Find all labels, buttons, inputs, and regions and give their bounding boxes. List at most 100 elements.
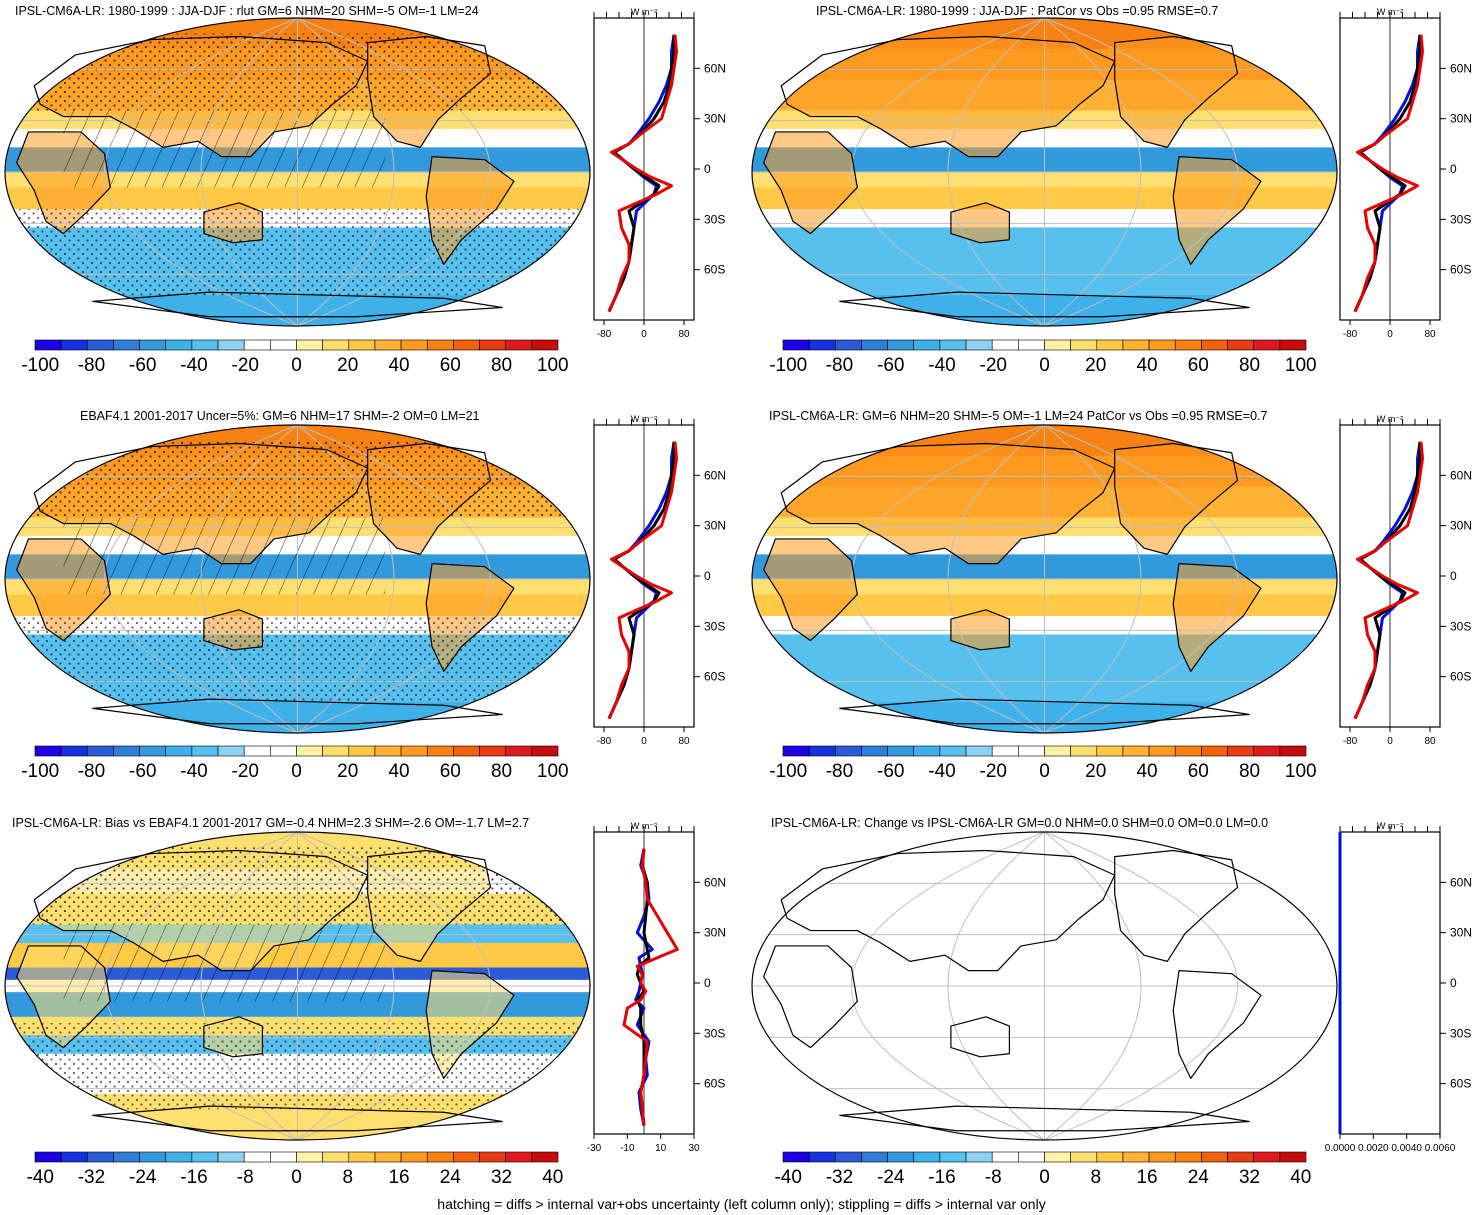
zonal-lat-label: 30N (1450, 519, 1472, 533)
map-p5 (4, 831, 591, 1141)
map-p4 (751, 424, 1338, 734)
coastline-namerica (367, 35, 492, 148)
colorbar-swatch (1148, 1151, 1176, 1163)
hatching-region (63, 517, 386, 595)
colorbar-tick-label: 40 (1136, 355, 1157, 376)
coastline-africa (16, 538, 111, 642)
map-p3 (4, 424, 591, 734)
colorbar-tick-label: -8 (237, 1167, 254, 1188)
colorbar-swatch (887, 745, 915, 757)
colorbar-swatch (426, 339, 454, 351)
coastline-eurasia (780, 442, 1116, 565)
colorbar-tick-label: 40 (1290, 1167, 1311, 1188)
colorbar-swatch (808, 1151, 836, 1163)
coastline-antarctica (92, 1105, 503, 1132)
map-p1 (4, 17, 591, 327)
colorbar-tick-label: -16 (180, 1167, 207, 1188)
coastline-antarctica (839, 698, 1250, 725)
colorbar-swatch (808, 745, 836, 757)
colorbar-tick-label: -80 (78, 355, 105, 376)
coastline-australia (950, 1016, 1011, 1058)
coastline-africa (763, 538, 858, 642)
colorbar-swatch (965, 339, 993, 351)
land-field-eurasia (781, 36, 1115, 157)
colorbar-swatch (426, 745, 454, 757)
coastline-africa (16, 945, 111, 1049)
map-border (751, 831, 1338, 1141)
colorbar-tick-label: 60 (440, 761, 461, 782)
colorbar-swatch (1148, 339, 1176, 351)
colorbar-tick-label: 60 (1188, 761, 1209, 782)
colorbar-swatch (139, 339, 167, 351)
zonal-x-label: 80 (678, 329, 690, 340)
colorbar-tick-label: 20 (1085, 355, 1106, 376)
zonal-x-label: 0 (1387, 736, 1393, 747)
colorbar-swatch (217, 1151, 245, 1163)
colorbar-tick-label: -60 (877, 761, 904, 782)
colorbar-swatch (34, 339, 62, 351)
graticule-lon (1044, 831, 1239, 1141)
panel-title: IPSL-CM6A-LR: GM=6 NHM=20 SHM=-5 OM=-1 L… (769, 409, 1268, 423)
graticule-lon (200, 17, 298, 327)
colorbar-swatch (400, 745, 428, 757)
colorbar-swatch (191, 1151, 219, 1163)
coastline-antarctica (839, 291, 1250, 318)
map-border (751, 424, 1338, 734)
coastline-eurasia (33, 35, 369, 158)
colorbar-tick-label: -80 (826, 355, 853, 376)
colorbar-swatch (913, 745, 941, 757)
graticule-lon (947, 424, 1045, 734)
colorbar-swatch (322, 339, 350, 351)
zonal-lat-label: 30S (1450, 212, 1471, 226)
zonal-series-line (622, 848, 679, 1126)
zonal-series-line (1353, 441, 1424, 720)
graticule-lon (200, 831, 298, 1141)
panel-title: IPSL-CM6A-LR: 1980-1999 : JJA-DJF : rlut… (15, 4, 479, 18)
map-p2 (751, 17, 1338, 327)
colorbar-swatch (87, 339, 114, 351)
colorbar-swatch (139, 745, 167, 757)
graticule-lon (947, 831, 1045, 1141)
colorbar-swatch (34, 1151, 62, 1163)
colorbar-tick-label: -20 (232, 355, 259, 376)
zonal-x-label: -80 (597, 329, 612, 340)
panel-title: IPSL-CM6A-LR: Change vs IPSL-CM6A-LR GM=… (771, 816, 1269, 830)
colorbar-p5: -40 -32 -24 -16 -8 0 8 16 24 32 40 (26, 1151, 563, 1188)
colorbar-tick-label: 40 (1136, 761, 1157, 782)
zonal-x-label: 0.0040 (1391, 1143, 1422, 1154)
graticule-lon (297, 831, 492, 1141)
colorbar-swatch (87, 1151, 114, 1163)
colorbar-tick-label: -40 (26, 1167, 53, 1188)
colorbar-swatch (348, 1151, 376, 1163)
zonal-lat-label: 0 (1450, 162, 1457, 176)
colorbar-swatch (87, 745, 114, 757)
colorbar-tick-label: -60 (129, 355, 156, 376)
coastline-namerica (367, 442, 492, 555)
colorbar-swatch (217, 745, 245, 757)
graticule-lon (850, 831, 1045, 1141)
footnote: hatching = diffs > internal var+obs unce… (437, 1196, 1046, 1212)
colorbar-swatch (991, 745, 1019, 757)
colorbar-swatch (374, 1151, 402, 1163)
colorbar-tick-label: 100 (1285, 355, 1317, 376)
zonal-lat-label: 60S (1450, 263, 1471, 277)
zonal-lat-label: 60N (704, 875, 726, 889)
colorbar-swatch (60, 339, 88, 351)
zonal-x-label: 80 (1424, 329, 1436, 340)
colorbar-swatch (861, 1151, 888, 1163)
zonal-lat-label: 60N (1450, 61, 1472, 75)
colorbar-tick-label: -60 (129, 761, 156, 782)
colorbar-swatch (1253, 745, 1281, 757)
colorbar-swatch (165, 745, 193, 757)
colorbar-swatch (1096, 1151, 1124, 1163)
colorbar-swatch (348, 339, 376, 351)
colorbar-swatch (1174, 745, 1202, 757)
graticule-lon (850, 424, 1045, 734)
colorbar-tick-label: 8 (1090, 1167, 1101, 1188)
colorbar-swatch (1174, 339, 1202, 351)
zonal-x-label: -80 (597, 736, 612, 747)
colorbar-p3: -100 -80 -60 -40 -20 0 20 40 60 80 100 (21, 745, 569, 782)
colorbar-swatch (1070, 745, 1098, 757)
